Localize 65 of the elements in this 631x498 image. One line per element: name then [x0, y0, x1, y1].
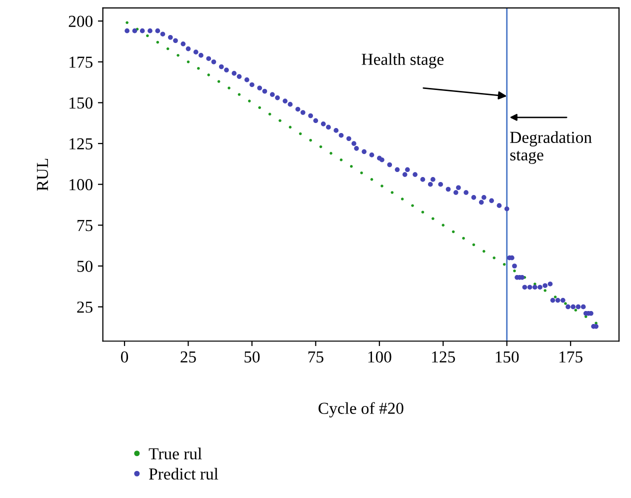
point	[299, 132, 302, 136]
point	[156, 40, 160, 44]
x-tick-label: 100	[368, 351, 392, 363]
point	[502, 262, 506, 266]
point	[411, 204, 414, 207]
point	[554, 296, 557, 298]
point	[390, 191, 394, 194]
point	[176, 54, 180, 57]
x-tick-label: 0	[120, 351, 128, 363]
point	[126, 21, 128, 24]
point	[472, 243, 476, 246]
point	[166, 47, 170, 50]
point	[350, 164, 353, 168]
point	[462, 236, 465, 240]
point	[330, 152, 332, 155]
point	[146, 34, 149, 38]
point	[564, 302, 567, 305]
point	[319, 145, 322, 148]
point	[544, 289, 546, 292]
point	[492, 256, 496, 260]
point	[258, 106, 261, 109]
y-tick-label: 75	[78, 220, 92, 232]
y-tick-label: 50	[77, 260, 92, 272]
point	[248, 100, 251, 102]
point	[238, 93, 241, 96]
y-tick-label: 200	[68, 16, 92, 27]
y-tick-label: 100	[70, 179, 92, 190]
point	[278, 119, 282, 122]
point	[400, 198, 404, 200]
point	[380, 184, 384, 188]
legend-label: Predict rul	[149, 468, 218, 480]
point	[452, 230, 455, 234]
y-tick-label: 150	[70, 97, 92, 109]
x-tick-label: 50	[244, 351, 260, 363]
x-tick-label: 125	[432, 351, 455, 363]
point	[513, 270, 516, 272]
x-tick-label: 150	[496, 351, 519, 363]
x-tick-label: 75	[308, 352, 324, 363]
point	[584, 315, 588, 318]
point	[186, 60, 190, 64]
point	[432, 217, 434, 220]
point	[217, 80, 220, 83]
x-tick-label: 175	[560, 351, 582, 363]
y-axis-title: RUL	[37, 158, 48, 191]
point	[421, 210, 424, 214]
x-axis-title: Cycle of #20	[318, 402, 404, 418]
annotation: Degradation stage	[510, 131, 592, 164]
point	[340, 158, 343, 162]
y-tick-label: 25	[77, 302, 92, 313]
point	[574, 308, 578, 312]
point	[268, 112, 272, 116]
point	[370, 178, 374, 181]
x-tick-label: 25	[180, 351, 196, 363]
point	[482, 250, 486, 253]
y-tick-label: 125	[70, 138, 92, 150]
point	[197, 67, 200, 70]
point	[442, 224, 445, 227]
point	[309, 138, 312, 142]
point	[207, 74, 210, 76]
legend-label: True rul	[148, 448, 202, 460]
point	[288, 126, 292, 129]
y-tick-label: 175	[70, 56, 92, 68]
point	[228, 86, 230, 90]
point	[360, 172, 363, 174]
annotation: Health stage	[362, 53, 444, 68]
